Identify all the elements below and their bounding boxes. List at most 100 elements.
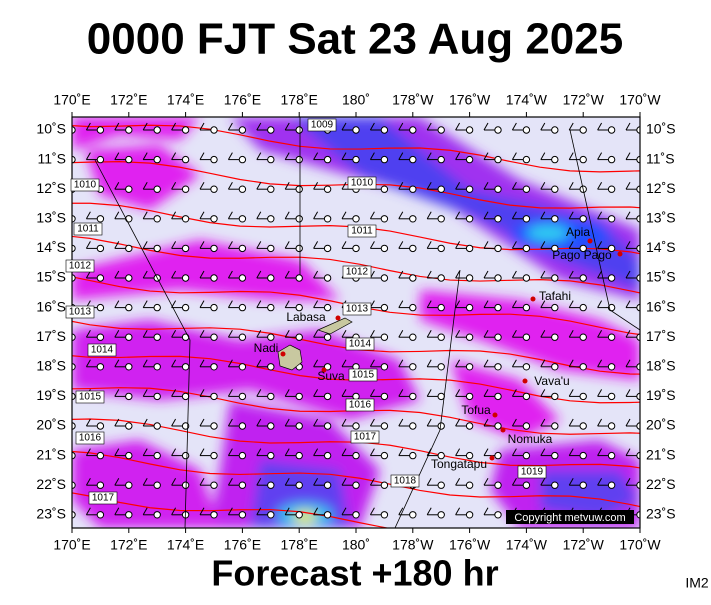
station — [153, 451, 161, 460]
barb-flag — [284, 418, 290, 427]
barb-flag — [199, 477, 205, 486]
barb-flag — [398, 300, 404, 308]
station — [295, 274, 303, 282]
barb-flag — [227, 418, 233, 427]
station — [96, 303, 105, 312]
barb-flag — [171, 418, 177, 427]
barb-flag — [597, 270, 603, 279]
barb-flag — [284, 211, 290, 220]
barb-flag — [171, 448, 177, 456]
barb-flag — [171, 389, 177, 397]
barb-flag — [341, 181, 347, 190]
station — [437, 274, 445, 282]
barb-flag — [568, 329, 574, 338]
lon-label-bottom: 180˚ — [342, 537, 370, 553]
station — [522, 185, 531, 193]
lon-label-top: 178˚E — [281, 92, 318, 108]
barb-flag — [625, 270, 631, 279]
isobar — [72, 450, 640, 508]
barb-flag — [625, 122, 631, 131]
station — [465, 511, 474, 519]
barb-flag — [597, 329, 603, 338]
barb-flag — [540, 329, 546, 338]
barb-flag — [455, 418, 461, 427]
station — [522, 244, 531, 253]
barb-flag — [511, 211, 517, 220]
station — [238, 185, 247, 193]
barb-flag — [398, 211, 404, 220]
copyright-box — [506, 510, 634, 524]
barb-flag — [426, 122, 432, 131]
station — [125, 155, 133, 164]
station — [409, 333, 417, 341]
isobar-label: 1012 — [69, 261, 92, 272]
station — [607, 244, 616, 253]
barb-flag — [313, 448, 319, 456]
station — [437, 511, 445, 519]
station — [210, 215, 218, 223]
isobar-label: 1016 — [79, 433, 102, 444]
barb-flag — [114, 181, 120, 190]
barb-flag — [398, 448, 404, 456]
barb-flag — [341, 152, 347, 160]
barb-flag — [85, 211, 91, 220]
station — [181, 274, 190, 282]
station — [96, 451, 105, 460]
barb-flag — [114, 418, 120, 427]
barb-flag — [227, 448, 233, 456]
station — [465, 451, 474, 460]
place-name: Tofua — [461, 403, 491, 417]
station — [522, 155, 531, 164]
barb-flag — [455, 300, 461, 308]
station — [181, 155, 190, 164]
station — [522, 422, 531, 430]
barb-flag — [369, 418, 375, 427]
station — [352, 481, 360, 489]
station — [125, 274, 133, 282]
barb-flag — [256, 329, 262, 338]
isobar-label: 1016 — [349, 400, 372, 411]
station — [494, 422, 502, 430]
isobar-label-box — [70, 178, 100, 192]
barb-flag — [341, 329, 347, 338]
station — [522, 392, 531, 401]
station — [494, 451, 502, 460]
isobar-label-box — [345, 398, 375, 412]
barb-flag — [114, 477, 120, 486]
lon-label-top: 170˚E — [53, 92, 90, 108]
isobar-label-box — [65, 305, 95, 319]
barb-flag — [256, 122, 262, 131]
station — [579, 155, 587, 164]
barb-flag — [199, 211, 205, 220]
station — [522, 333, 531, 341]
lat-label-right: 11˚S — [646, 150, 675, 166]
station — [153, 363, 161, 371]
station — [125, 333, 133, 341]
station — [267, 303, 275, 312]
isobar — [72, 320, 640, 375]
station — [494, 215, 502, 223]
isobar-label: 1013 — [346, 304, 369, 315]
barb-flag — [142, 211, 148, 220]
station — [295, 185, 303, 193]
station — [210, 363, 218, 371]
station — [125, 511, 133, 519]
station — [210, 303, 218, 312]
barb-flag — [256, 270, 262, 279]
barb-flag — [142, 300, 148, 308]
barb-flag — [341, 418, 347, 427]
barb-flag — [540, 359, 546, 368]
lat-label-left: 12˚S — [36, 180, 66, 196]
barb-flag — [511, 477, 517, 486]
barb-flag — [341, 507, 347, 516]
barb-flag — [625, 152, 631, 160]
station — [494, 303, 502, 312]
barb-flag — [199, 122, 205, 131]
barb-flag — [398, 181, 404, 190]
station — [607, 215, 616, 223]
station — [295, 451, 303, 460]
station — [210, 422, 218, 430]
station — [267, 451, 275, 460]
station — [210, 392, 218, 401]
place-dot — [500, 427, 506, 433]
